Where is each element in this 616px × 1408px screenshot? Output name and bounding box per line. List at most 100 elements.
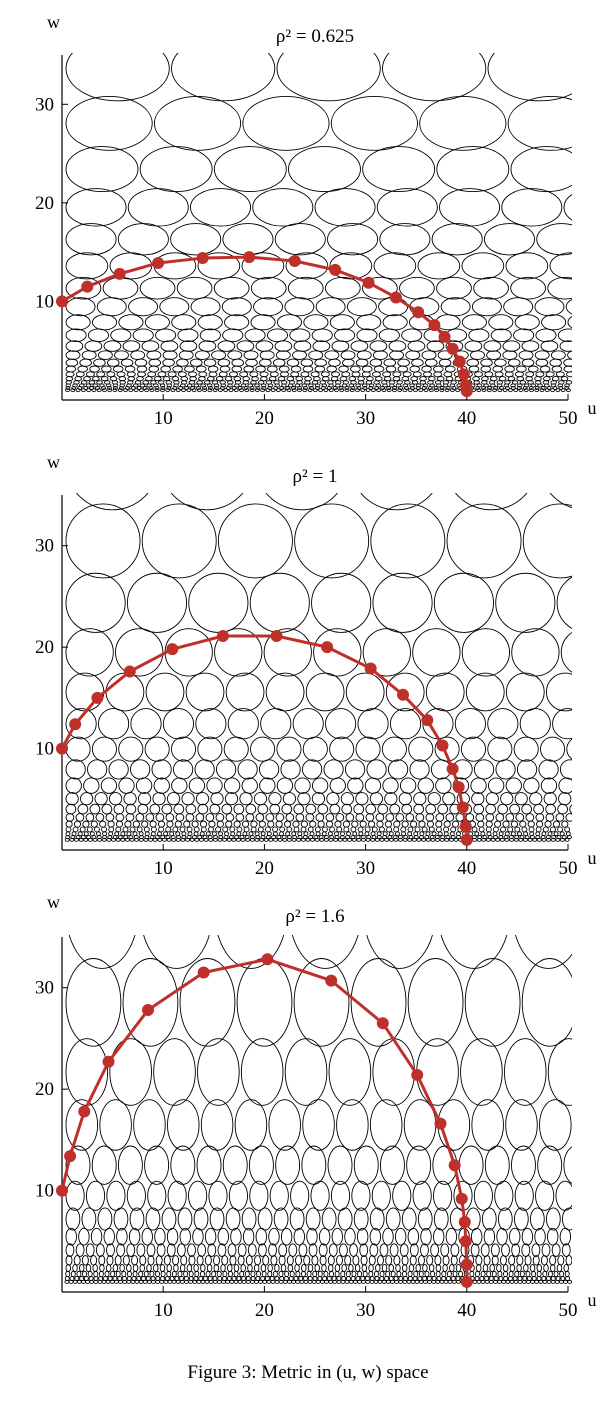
metric-ellipse <box>528 365 539 373</box>
metric-ellipse <box>545 803 557 815</box>
metric-ellipse <box>210 792 224 806</box>
metric-ellipse <box>177 1270 183 1278</box>
metric-ellipse <box>389 1243 399 1257</box>
metric-ellipse <box>517 1275 523 1281</box>
metric-ellipse <box>318 835 324 840</box>
metric-ellipse <box>350 958 407 1047</box>
metric-ellipse <box>559 340 572 352</box>
metric-ellipse <box>149 803 161 815</box>
metric-ellipse <box>196 1145 222 1185</box>
metric-ellipse <box>65 1243 75 1257</box>
metric-ellipse <box>241 252 285 280</box>
metric-ellipse <box>514 1180 534 1211</box>
metric-ellipse <box>301 383 307 388</box>
metric-ellipse <box>559 831 565 837</box>
metric-ellipse <box>516 1264 522 1273</box>
metric-ellipse <box>535 358 549 367</box>
metric-ellipse <box>353 803 365 815</box>
metric-ellipse <box>519 708 551 740</box>
metric-ellipse <box>449 1264 455 1273</box>
metric-ellipse <box>207 835 213 840</box>
metric-ellipse <box>155 813 165 822</box>
metric-ellipse <box>94 826 100 833</box>
metric-ellipse <box>355 792 369 806</box>
metric-ellipse <box>415 1264 421 1273</box>
metric-ellipse <box>106 1243 115 1257</box>
metric-ellipse <box>252 188 314 227</box>
metric-ellipse <box>253 792 268 806</box>
y-tick-label: 10 <box>35 739 54 760</box>
metric-ellipse <box>326 1275 332 1281</box>
metric-ellipse <box>290 1180 310 1211</box>
metric-ellipse <box>425 831 431 837</box>
metric-ellipse <box>540 386 546 390</box>
metric-ellipse <box>303 1255 311 1266</box>
metric-ellipse <box>213 276 250 300</box>
metric-ellipse <box>348 1264 354 1273</box>
metric-ellipse <box>196 1255 204 1266</box>
metric-ellipse <box>395 1264 401 1273</box>
metric-ellipse <box>263 628 312 677</box>
metric-ellipse <box>159 1264 166 1273</box>
metric-ellipse <box>409 1255 417 1266</box>
metric-ellipse <box>230 1227 242 1246</box>
metric-ellipse <box>461 628 510 677</box>
metric-ellipse <box>371 1180 391 1211</box>
metric-ellipse <box>202 388 208 393</box>
metric-ellipse <box>541 831 547 837</box>
metric-ellipse <box>446 1270 452 1278</box>
metric-ellipse <box>289 328 311 343</box>
metric-ellipse <box>166 1243 176 1257</box>
metric-ellipse <box>347 777 364 794</box>
metric-ellipse <box>255 1227 267 1246</box>
metric-ellipse <box>193 826 200 833</box>
metric-ellipse <box>291 388 297 393</box>
metric-ellipse <box>517 831 522 837</box>
metric-ellipse <box>405 813 415 822</box>
metric-ellipse <box>410 376 418 382</box>
metric-ellipse <box>154 835 160 840</box>
metric-ellipse <box>323 835 329 840</box>
metric-ellipse <box>351 1270 357 1278</box>
metric-ellipse <box>183 820 191 828</box>
metric-ellipse <box>341 371 351 378</box>
metric-ellipse <box>222 1145 248 1185</box>
metric-ellipse <box>502 820 510 828</box>
metric-ellipse <box>116 1243 126 1257</box>
metric-ellipse <box>409 365 420 373</box>
metric-ellipse <box>268 792 282 806</box>
metric-ellipse <box>139 276 176 300</box>
metric-ellipse <box>262 1255 270 1266</box>
metric-ellipse <box>101 388 107 393</box>
metric-ellipse <box>309 820 317 828</box>
metric-ellipse <box>208 826 214 833</box>
curve-marker <box>325 974 338 987</box>
metric-ellipse <box>260 1264 267 1273</box>
metric-ellipse <box>153 1038 196 1106</box>
metric-ellipse <box>327 380 334 385</box>
metric-ellipse <box>109 376 118 382</box>
metric-ellipse <box>440 935 508 969</box>
metric-ellipse <box>217 340 236 352</box>
metric-ellipse <box>285 386 291 390</box>
metric-ellipse <box>327 831 333 837</box>
metric-ellipse <box>481 1207 497 1231</box>
metric-ellipse <box>341 803 353 815</box>
metric-ellipse <box>231 386 237 390</box>
metric-ellipse <box>355 736 381 762</box>
metric-ellipse <box>399 276 435 300</box>
metric-ellipse <box>162 358 175 367</box>
metric-ellipse <box>213 1264 220 1273</box>
metric-ellipse <box>412 1180 432 1211</box>
metric-ellipse <box>329 736 355 762</box>
metric-ellipse <box>519 835 525 840</box>
metric-ellipse <box>339 376 348 382</box>
metric-ellipse <box>229 826 236 833</box>
metric-ellipse <box>549 493 572 509</box>
metric-ellipse <box>119 1264 125 1273</box>
metric-ellipse <box>519 820 527 828</box>
metric-ellipse <box>278 1270 284 1278</box>
metric-ellipse <box>153 95 242 151</box>
metric-ellipse <box>435 777 452 794</box>
metric-ellipse <box>503 297 534 317</box>
